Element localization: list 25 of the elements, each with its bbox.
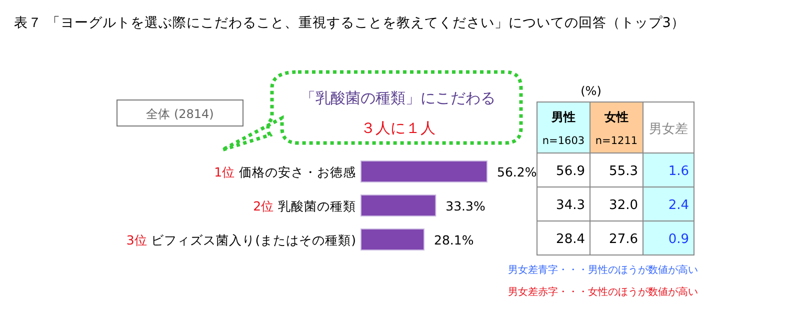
text: 男女差赤字・・・女性のほうが数値が高い <box>508 286 698 298</box>
data-label: 1.6 <box>668 164 689 179</box>
data-label: 27.6 <box>609 232 638 247</box>
x-tick-label: 男女差 <box>649 122 688 137</box>
data-label: 0.9 <box>668 232 689 247</box>
text: ３人に１人 <box>360 119 436 137</box>
y-tick-label: 1位 価格の安さ・お徳感 <box>214 164 356 180</box>
chart-title: 表７ 「ヨーグルトを選ぶ際にこだわること、重視することを教えてください」についての回答（トップ3） <box>14 15 685 31</box>
text: (%) <box>580 84 602 98</box>
data-label: 34.3 <box>556 198 585 213</box>
x-tick-label: 男性 n=1603 <box>542 110 585 147</box>
data-label: 55.3 <box>609 164 638 179</box>
data-label: 2.4 <box>668 198 689 213</box>
y-tick-label: 3位 ビフィズス菌入り(またはその種類) <box>126 232 356 248</box>
data-label: 32.0 <box>609 198 638 213</box>
x-tick-label: 女性 n=1211 <box>595 110 638 147</box>
text: 全体 (2814) <box>146 107 214 121</box>
data-label: 56.2% <box>497 164 537 180</box>
data-label: 56.9 <box>556 164 585 179</box>
data-label: 33.3% <box>446 198 486 214</box>
text: 男女差青字・・・男性のほうが数値が高い <box>508 264 698 276</box>
text: 「乳酸菌の種類」にこだわる <box>300 89 496 107</box>
data-label: 28.4 <box>556 232 585 247</box>
y-tick-label: 2位 乳酸菌の種類 <box>253 198 356 214</box>
data-label: 28.1% <box>434 232 474 248</box>
